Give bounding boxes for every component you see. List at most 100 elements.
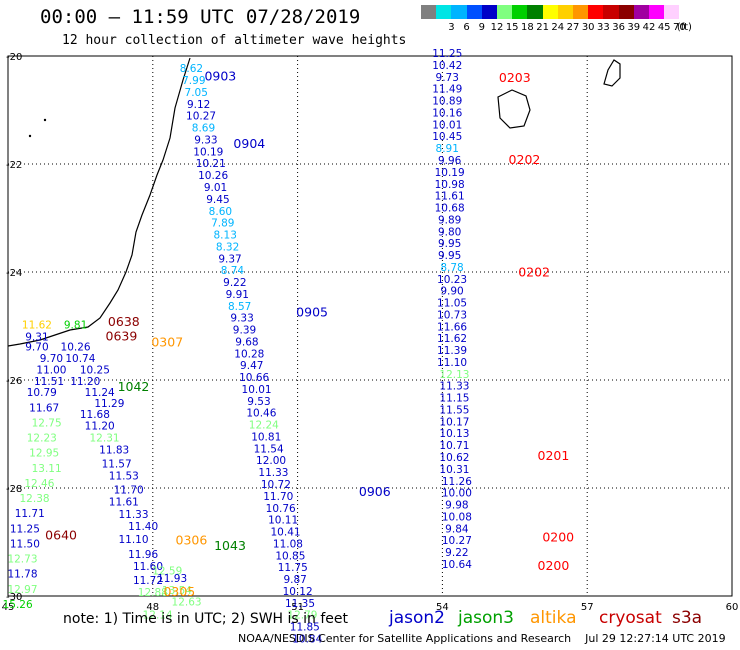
wave-height-label: 9.73 bbox=[436, 72, 459, 84]
wave-height-label: 10.45 bbox=[432, 131, 462, 143]
madagascar-coastline bbox=[7, 57, 191, 347]
wave-height-label: 12.63 bbox=[172, 597, 202, 609]
wave-height-label: 12.75 bbox=[32, 417, 62, 429]
legend-label: 6 bbox=[463, 22, 470, 33]
islet bbox=[43, 118, 47, 122]
lat-tick-label: -30 bbox=[6, 592, 22, 603]
wave-height-label: 10.89 bbox=[432, 96, 462, 108]
wave-height-label: 12.79 bbox=[287, 610, 317, 622]
wave-height-label: 9.12 bbox=[187, 99, 210, 111]
satellite-jason3: jason3 bbox=[458, 608, 514, 628]
wave-height-label: 9.81 bbox=[64, 320, 87, 332]
lon-tick-label: 48 bbox=[146, 602, 159, 613]
legend-label: 39 bbox=[627, 22, 641, 33]
wave-height-label: 12.95 bbox=[29, 448, 59, 460]
wave-height-label: 10.81 bbox=[251, 431, 281, 443]
legend-label: 15 bbox=[505, 22, 519, 33]
wave-height-label: 10.01 bbox=[242, 384, 272, 396]
footnote: note: 1) Time is in UTC; 2) SWH is in fe… bbox=[63, 611, 349, 627]
pass-time-label: 0640 bbox=[45, 527, 77, 542]
wave-height-label: 10.73 bbox=[437, 309, 467, 321]
wave-height-label: 7.05 bbox=[185, 87, 208, 99]
wave-height-label: 12.38 bbox=[20, 493, 50, 505]
pass-time-label: 1043 bbox=[214, 538, 246, 553]
pass-time-label: 0202 bbox=[518, 264, 550, 279]
wave-height-label: 11.70 bbox=[114, 484, 144, 496]
legend-label: 12 bbox=[490, 22, 504, 33]
reunion-island bbox=[497, 89, 531, 129]
legend-swatch bbox=[466, 5, 482, 19]
wave-height-label: 9.01 bbox=[204, 182, 227, 194]
legend-label: 70 bbox=[673, 22, 686, 33]
wave-height-label: 9.95 bbox=[438, 250, 461, 262]
wave-height-label: 11.54 bbox=[254, 443, 284, 455]
wave-height-label: 11.24 bbox=[85, 387, 115, 399]
legend-label: 33 bbox=[597, 22, 610, 33]
wave-height-label: 11.33 bbox=[118, 509, 148, 521]
wave-height-label: 9.87 bbox=[283, 574, 306, 586]
wave-height-label: 9.90 bbox=[440, 286, 463, 298]
wave-height-label: 11.05 bbox=[437, 298, 467, 310]
wave-height-label: 10.23 bbox=[437, 274, 467, 286]
wave-height-label: 13.54 bbox=[162, 585, 192, 597]
wave-height-label: 10.98 bbox=[435, 179, 465, 191]
legend-label: 42 bbox=[642, 22, 656, 33]
wave-height-label: 9.45 bbox=[206, 194, 229, 206]
wave-height-label: 11.72 bbox=[133, 575, 163, 587]
lat-tick-label: -24 bbox=[6, 268, 22, 279]
wave-height-label: 9.37 bbox=[218, 253, 241, 265]
satellite-altika: altika bbox=[530, 608, 577, 628]
legend-label: 36 bbox=[612, 22, 625, 33]
wave-height-label: 8.91 bbox=[436, 143, 459, 155]
wave-height-label: 11.26 bbox=[442, 476, 472, 488]
wave-height-label: 10.41 bbox=[271, 527, 301, 539]
lon-tick-label: 57 bbox=[581, 602, 594, 613]
pass-time-label: 0639 bbox=[106, 329, 138, 344]
wave-height-label: 12.46 bbox=[24, 478, 54, 490]
wave-height-label: 11.10 bbox=[118, 534, 148, 546]
wave-height-label: 10.00 bbox=[442, 488, 472, 500]
wave-height-label: 11.10 bbox=[437, 357, 467, 369]
wave-height-label: 10.74 bbox=[65, 353, 95, 365]
wave-height-label: 9.84 bbox=[445, 523, 469, 535]
pass-time-label: 0305 bbox=[163, 584, 195, 599]
wave-height-label: 12.23 bbox=[27, 433, 57, 445]
legend-swatch bbox=[451, 5, 467, 19]
pass-time-label: 0202 bbox=[509, 152, 541, 167]
wave-height-label: 10.71 bbox=[439, 440, 469, 452]
map-title: 00:00 – 11:59 UTC 07/28/2019 bbox=[40, 6, 361, 28]
wave-height-label: 12.14 bbox=[143, 610, 173, 622]
wave-height-label: 11.53 bbox=[109, 470, 139, 482]
wave-height-label: 9.22 bbox=[223, 277, 246, 289]
wave-height-label: 10.01 bbox=[432, 119, 462, 131]
wave-height-label: 9.91 bbox=[226, 289, 249, 301]
wave-height-label: 10.66 bbox=[239, 372, 269, 384]
wave-height-label: 9.31 bbox=[25, 332, 48, 344]
map-frame bbox=[7, 55, 733, 597]
wave-height-label: 11.93 bbox=[157, 573, 187, 585]
wave-height-label: 11.29 bbox=[94, 398, 124, 410]
wave-height-label: 12.97 bbox=[7, 584, 37, 596]
pass-time-label: 0906 bbox=[359, 484, 391, 499]
wave-height-label: 11.20 bbox=[85, 421, 115, 433]
wave-height-label: 10.79 bbox=[27, 387, 57, 399]
wave-height-label: 8.78 bbox=[440, 262, 463, 274]
legend-swatch bbox=[664, 5, 680, 19]
pass-time-label: 0201 bbox=[538, 448, 570, 463]
wave-height-label: 8.60 bbox=[209, 206, 232, 218]
wave-height-label: 10.19 bbox=[193, 146, 223, 158]
wave-height-label: 7.89 bbox=[211, 218, 234, 230]
wave-height-label: 11.62 bbox=[437, 333, 467, 345]
pass-time-label: 0903 bbox=[204, 68, 236, 83]
wave-height-label: 11.35 bbox=[285, 598, 315, 610]
wave-height-label: 12.59 bbox=[152, 565, 182, 577]
legend-swatch bbox=[436, 5, 452, 19]
wave-height-label: 7.99 bbox=[182, 75, 205, 87]
pass-time-label: 0904 bbox=[233, 136, 265, 151]
credit-line: NOAA/NESDIS Center for Satellite Applica… bbox=[238, 632, 726, 645]
wave-height-label: 10.12 bbox=[283, 586, 313, 598]
wave-height-label: 12.00 bbox=[256, 455, 286, 467]
wave-height-label: 10.28 bbox=[234, 348, 264, 360]
wave-height-label: 10.25 bbox=[80, 365, 110, 377]
lon-tick-label: 45 bbox=[2, 602, 15, 613]
